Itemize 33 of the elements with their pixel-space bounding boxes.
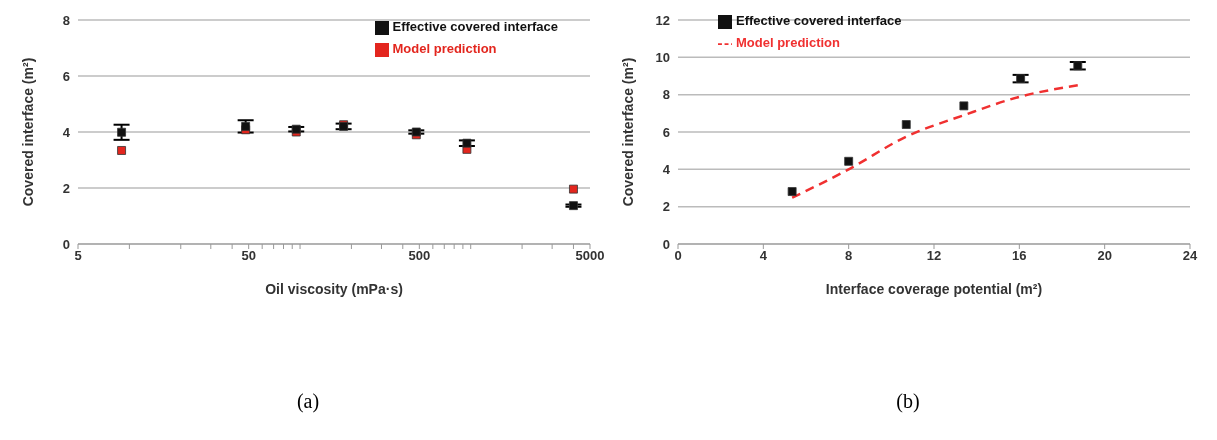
y-tick-label: 4 [662, 161, 671, 177]
x-tick-label: 24 [1182, 248, 1198, 264]
y-tick-label: 8 [662, 87, 670, 103]
y-tick-label: 10 [655, 49, 670, 65]
x-tick-label: 0 [674, 248, 682, 264]
y-tick-label: 8 [62, 12, 70, 28]
y-tick-label: 6 [662, 124, 670, 140]
y-tick-label: 12 [655, 12, 670, 28]
y-tick-label: 2 [662, 199, 670, 215]
x-tick-label: 12 [926, 248, 942, 264]
text: (a) [296, 390, 320, 412]
x-tick-label: 50 [241, 248, 256, 264]
y-tick-label: 2 [62, 180, 70, 196]
legend-label: Effective covered interface [736, 13, 902, 28]
legend-label: Model prediction [736, 35, 840, 50]
legend-label: Model prediction [392, 41, 497, 56]
x-tick-label: 500 [408, 248, 431, 264]
x-axis-title: Interface coverage potential (m²) [825, 281, 1043, 297]
y-tick-label: 6 [62, 68, 70, 84]
text: (b) [896, 390, 920, 412]
x-tick-label: 4 [759, 248, 768, 264]
y-tick-label: 4 [62, 124, 71, 140]
y-tick-label: 0 [62, 236, 70, 252]
y-axis-title: Covered interface (m²) [619, 57, 636, 207]
x-tick-label: 8 [845, 248, 853, 264]
x-axis-title: Oil viscosity (mPa·s) [265, 281, 403, 297]
x-tick-label: 20 [1097, 248, 1112, 264]
y-tick-label: 0 [662, 236, 670, 252]
x-tick-label: 5 [74, 248, 82, 264]
y-axis-title: Covered interface (m²) [19, 57, 36, 207]
x-tick-label: 16 [1012, 248, 1027, 264]
x-tick-label: 5000 [575, 248, 605, 264]
legend-label: Effective covered interface [392, 19, 558, 34]
